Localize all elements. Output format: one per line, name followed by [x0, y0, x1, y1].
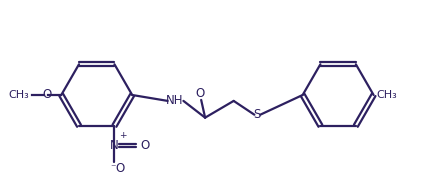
Text: O: O	[140, 139, 149, 152]
Text: ⁻: ⁻	[110, 163, 116, 173]
Text: O: O	[43, 88, 52, 101]
Text: NH: NH	[166, 94, 183, 107]
Text: O: O	[196, 87, 205, 100]
Text: S: S	[254, 108, 261, 121]
Text: CH₃: CH₃	[8, 90, 29, 100]
Text: CH₃: CH₃	[377, 90, 397, 100]
Text: N: N	[110, 139, 119, 152]
Text: O: O	[116, 162, 125, 175]
Text: +: +	[119, 132, 127, 140]
